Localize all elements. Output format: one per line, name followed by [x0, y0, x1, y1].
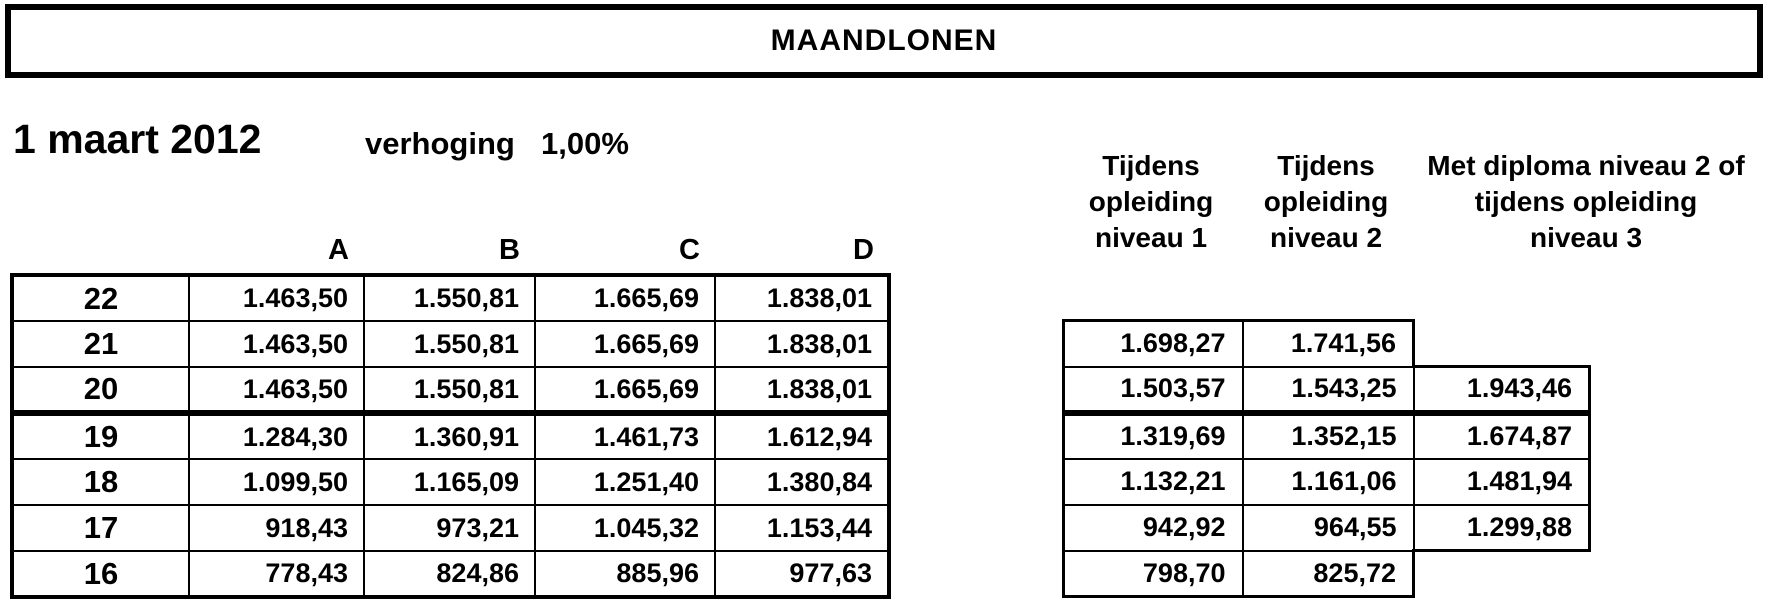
left-table-column-headers: A B C D — [10, 234, 887, 267]
age-cell: 16 — [11, 550, 190, 598]
empty-cell — [1414, 551, 1590, 597]
wage-cell: 1.153,44 — [714, 504, 890, 552]
table-row-age-17: 942,92 964,55 1.299,88 — [1062, 503, 1591, 552]
wage-cell: 1.319,69 — [1062, 411, 1244, 460]
effective-date: 1 maart 2012 — [13, 116, 262, 162]
wage-cell: 1.612,94 — [714, 412, 890, 460]
wage-cell: 1.463,50 — [188, 320, 365, 368]
increase-value: 1,00% — [541, 126, 629, 161]
wage-cell: 1.698,27 — [1062, 319, 1244, 368]
wage-cell: 1.284,30 — [188, 412, 365, 460]
header-line: niveau 1 — [1094, 222, 1208, 253]
wage-cell: 918,43 — [188, 504, 365, 552]
wage-cell: 825,72 — [1241, 549, 1415, 598]
right-column-header-niveau1: Tijdens opleiding niveau 1 — [1056, 148, 1246, 256]
table-row-age-19: 1.319,69 1.352,15 1.674,87 — [1062, 411, 1591, 460]
page-title: MAANDLONEN — [770, 24, 998, 57]
wage-cell: 1.838,01 — [714, 366, 890, 416]
wage-cell: 1.943,46 — [1412, 365, 1591, 416]
wage-cell: 824,86 — [363, 550, 536, 598]
column-header-c: C — [679, 234, 700, 266]
increase-label: verhoging — [365, 126, 515, 161]
wage-cell: 1.550,81 — [363, 320, 536, 368]
table-row-age-20: 20 1.463,50 1.550,81 1.665,69 1.838,01 — [11, 366, 890, 416]
wage-cell: 1.045,32 — [534, 504, 716, 552]
wage-cell: 1.461,73 — [534, 412, 716, 460]
age-cell: 22 — [11, 274, 190, 322]
right-column-header-niveau3: Met diploma niveau 2 of tijdens opleidin… — [1400, 148, 1772, 256]
wage-cell: 1.132,21 — [1062, 457, 1244, 506]
wage-cell: 885,96 — [534, 550, 716, 598]
wage-cell: 1.165,09 — [363, 458, 536, 506]
right-column-header-niveau2: Tijdens opleiding niveau 2 — [1235, 148, 1417, 256]
wage-cell: 1.161,06 — [1241, 457, 1415, 506]
wage-cell: 942,92 — [1062, 503, 1244, 552]
column-header-b: B — [499, 234, 520, 266]
table-row-age-16: 798,70 825,72 — [1062, 549, 1590, 598]
header-line: tijdens opleiding — [1474, 186, 1698, 217]
wage-cell: 1.543,25 — [1241, 365, 1415, 416]
wage-cell: 1.503,57 — [1062, 365, 1244, 416]
wage-cell: 1.360,91 — [363, 412, 536, 460]
title-box: MAANDLONEN — [5, 4, 1763, 78]
table-row-age-18: 18 1.099,50 1.165,09 1.251,40 1.380,84 — [11, 458, 890, 506]
table-row-age-22: 22 1.463,50 1.550,81 1.665,69 1.838,01 — [11, 274, 890, 322]
wage-cell: 1.838,01 — [714, 320, 890, 368]
table-row-age-18: 1.132,21 1.161,06 1.481,94 — [1062, 457, 1591, 506]
column-header-a: A — [328, 234, 349, 266]
wage-cell: 1.352,15 — [1241, 411, 1415, 460]
header-line: Met diploma niveau 2 of — [1427, 150, 1745, 181]
table-row-age-17: 17 918,43 973,21 1.045,32 1.153,44 — [11, 504, 890, 552]
wage-cell: 964,55 — [1241, 503, 1415, 552]
table-row-age-21: 1.698,27 1.741,56 — [1062, 319, 1590, 368]
header-line: Tijdens — [1277, 150, 1375, 181]
table-row-age-16: 16 778,43 824,86 885,96 977,63 — [11, 550, 890, 598]
header-line: Tijdens — [1102, 150, 1200, 181]
age-cell: 19 — [11, 412, 190, 460]
wage-cell: 1.838,01 — [714, 274, 890, 322]
table-row-age-21: 21 1.463,50 1.550,81 1.665,69 1.838,01 — [11, 320, 890, 368]
table-row-age-20: 1.503,57 1.543,25 1.943,46 — [1062, 365, 1591, 416]
wage-cell: 1.099,50 — [188, 458, 365, 506]
wage-cell: 977,63 — [714, 550, 890, 598]
empty-cell — [1414, 321, 1590, 367]
header-line: opleiding — [1263, 186, 1389, 217]
column-header-d: D — [853, 234, 874, 266]
age-cell: 21 — [11, 320, 190, 368]
wage-cell: 1.674,87 — [1412, 411, 1591, 460]
wage-cell: 1.741,56 — [1241, 319, 1415, 368]
wage-cell: 1.550,81 — [363, 366, 536, 416]
wage-table-opleiding: 1.698,27 1.741,56 1.503,57 1.543,25 1.94… — [1062, 319, 1591, 598]
wage-cell: 1.463,50 — [188, 366, 365, 416]
age-cell: 18 — [11, 458, 190, 506]
column-header-spacer — [10, 234, 187, 267]
wage-cell: 1.380,84 — [714, 458, 890, 506]
header-line: opleiding — [1088, 186, 1214, 217]
wage-cell: 1.665,69 — [534, 366, 716, 416]
wage-cell: 1.251,40 — [534, 458, 716, 506]
wage-cell: 1.481,94 — [1412, 457, 1591, 506]
age-cell: 17 — [11, 504, 190, 552]
wage-cell: 973,21 — [363, 504, 536, 552]
header-line: niveau 3 — [1529, 222, 1643, 253]
wage-cell: 778,43 — [188, 550, 365, 598]
wage-cell: 1.463,50 — [188, 274, 365, 322]
wage-table-abcd: 22 1.463,50 1.550,81 1.665,69 1.838,01 2… — [10, 273, 891, 599]
wage-cell: 1.665,69 — [534, 274, 716, 322]
age-cell: 20 — [11, 366, 190, 416]
table-row-age-19: 19 1.284,30 1.360,91 1.461,73 1.612,94 — [11, 412, 890, 460]
wage-cell: 1.665,69 — [534, 320, 716, 368]
wage-cell: 1.299,88 — [1412, 503, 1591, 552]
wage-cell: 798,70 — [1062, 549, 1244, 598]
header-line: niveau 2 — [1269, 222, 1383, 253]
wage-cell: 1.550,81 — [363, 274, 536, 322]
